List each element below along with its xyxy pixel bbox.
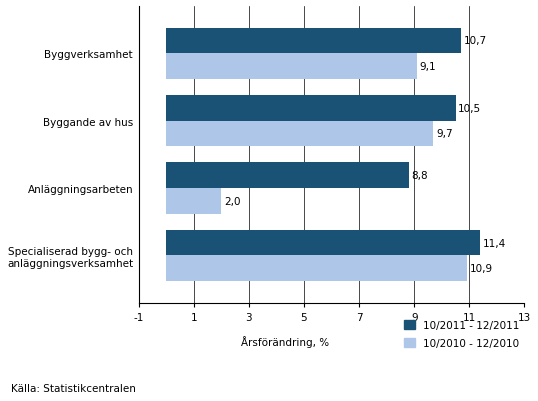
Bar [166, 54, 417, 79]
Text: 9,1: 9,1 [420, 62, 436, 72]
Text: Källa: Statistikcentralen: Källa: Statistikcentralen [11, 383, 136, 393]
Text: 10,5: 10,5 [458, 103, 482, 113]
Bar [166, 188, 221, 214]
Text: 2,0: 2,0 [224, 196, 240, 207]
Bar [166, 121, 434, 147]
Text: 8,8: 8,8 [412, 171, 428, 181]
Text: 10,7: 10,7 [464, 36, 487, 46]
Bar [166, 256, 466, 282]
Bar [166, 230, 480, 256]
Bar [166, 163, 409, 188]
Bar [166, 96, 456, 121]
Legend: 10/2011 - 12/2011, 10/2010 - 12/2010: 10/2011 - 12/2011, 10/2010 - 12/2010 [404, 320, 519, 348]
Bar [166, 28, 461, 54]
Text: 9,7: 9,7 [436, 129, 453, 139]
Text: 10,9: 10,9 [469, 263, 492, 273]
Text: Årsförändring, %: Årsförändring, % [241, 336, 329, 347]
Text: 11,4: 11,4 [483, 238, 506, 248]
